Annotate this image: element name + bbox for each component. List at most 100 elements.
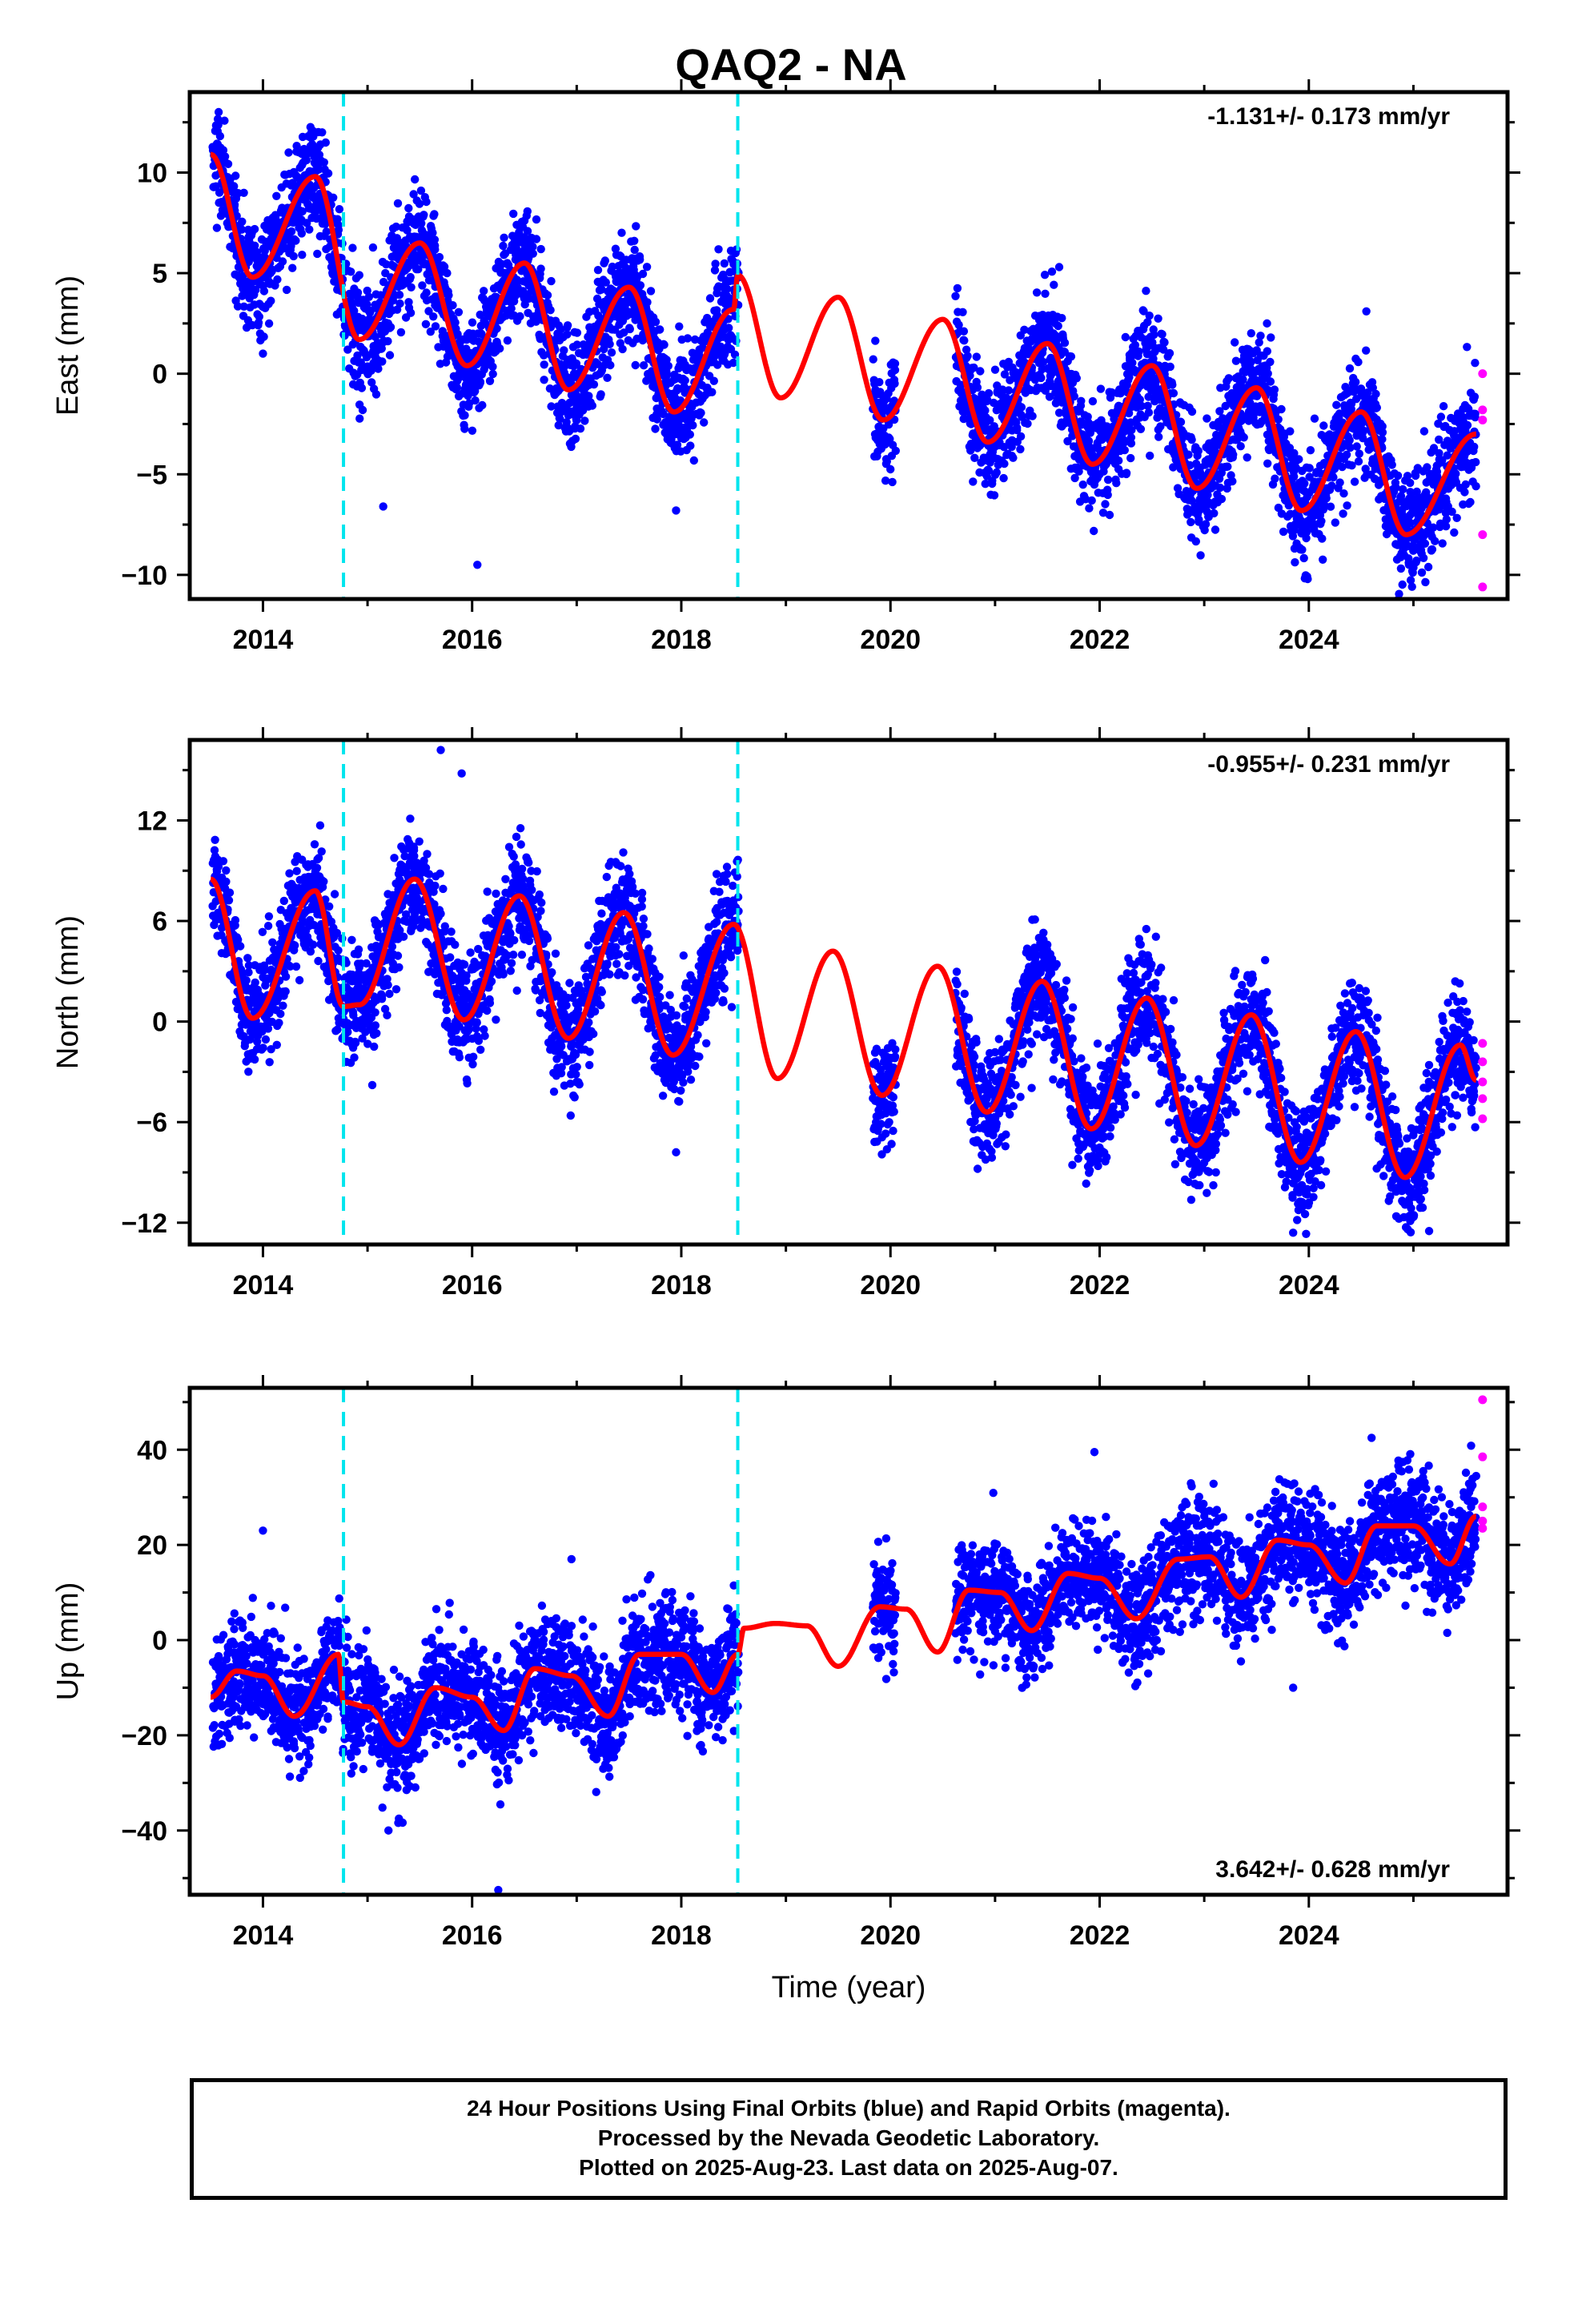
final-point (396, 299, 404, 308)
final-point (990, 365, 1000, 374)
final-point (478, 400, 487, 410)
final-point (492, 324, 501, 333)
final-point (681, 376, 689, 385)
final-point (646, 287, 656, 296)
final-point (297, 229, 306, 238)
final-point (371, 332, 379, 341)
final-point (313, 249, 322, 259)
final-point (503, 336, 512, 345)
final-point (292, 142, 301, 151)
final-point (1472, 482, 1480, 491)
final-point (1310, 414, 1319, 423)
final-point (385, 351, 395, 360)
final-point (231, 915, 240, 925)
final-point (988, 479, 997, 489)
final-point (1126, 453, 1135, 463)
final-point (499, 241, 508, 251)
final-point (722, 284, 732, 293)
final-point (1150, 330, 1158, 340)
final-point (674, 416, 684, 425)
final-point (285, 869, 294, 878)
final-point (1466, 497, 1475, 507)
final-point (1060, 338, 1070, 348)
final-point (267, 296, 275, 305)
final-point (625, 324, 634, 334)
final-point (317, 847, 326, 856)
final-point (607, 348, 616, 357)
final-point (686, 441, 695, 450)
final-point (1103, 475, 1113, 485)
final-point (395, 291, 404, 300)
final-point (1329, 472, 1338, 482)
final-point (364, 292, 374, 301)
final-point (1402, 606, 1410, 614)
final-point (507, 304, 516, 313)
final-point (1295, 455, 1303, 464)
final-point (225, 888, 235, 897)
final-point (315, 821, 325, 830)
final-point (663, 370, 672, 380)
final-point (355, 414, 364, 423)
final-point (556, 414, 564, 424)
final-point (705, 294, 715, 303)
y-tick-label: −5 (136, 460, 167, 490)
final-point (1126, 433, 1136, 442)
final-point (1070, 473, 1079, 483)
final-point (556, 325, 565, 334)
outlier-point (259, 349, 267, 358)
final-point (1352, 442, 1361, 451)
final-point (1420, 539, 1430, 548)
final-point (1342, 450, 1351, 459)
final-point (1355, 449, 1364, 458)
final-point (1339, 509, 1347, 518)
final-point (1247, 329, 1256, 338)
y-tick-label: 5 (152, 259, 167, 289)
final-point (1016, 432, 1026, 441)
final-point (310, 840, 319, 849)
outlier-point (1263, 319, 1271, 328)
final-point (278, 257, 287, 266)
final-point (651, 317, 661, 327)
final-point (643, 298, 652, 307)
final-point (998, 385, 1007, 394)
rapid-point (1478, 415, 1488, 424)
final-point (1471, 412, 1480, 422)
final-point (244, 1068, 253, 1076)
final-point (279, 896, 288, 906)
final-point (1391, 483, 1400, 492)
final-point (600, 256, 609, 265)
final-point (1066, 352, 1076, 361)
final-point (231, 171, 240, 180)
final-point (1317, 517, 1326, 525)
final-point (406, 308, 416, 317)
final-point (1306, 446, 1315, 455)
final-point (1196, 551, 1205, 560)
final-point (1393, 471, 1403, 480)
final-point (1419, 427, 1429, 436)
final-point (213, 115, 223, 123)
final-point (1231, 356, 1241, 365)
final-point (1471, 359, 1480, 368)
final-point (1406, 478, 1415, 488)
final-point (219, 146, 228, 155)
final-point (1187, 407, 1197, 416)
final-point (597, 285, 606, 294)
final-point (528, 242, 537, 251)
final-point (1186, 517, 1195, 527)
final-point (279, 1001, 287, 1011)
final-point (1112, 479, 1121, 488)
final-point (1354, 457, 1363, 466)
final-point (1054, 263, 1064, 271)
final-point (576, 424, 585, 433)
final-point (1054, 321, 1062, 331)
final-point (1122, 468, 1131, 477)
final-point (414, 265, 423, 274)
final-point (1460, 488, 1469, 497)
final-point (547, 276, 556, 286)
final-point (1032, 288, 1042, 297)
final-point (224, 896, 234, 905)
final-point (886, 464, 895, 474)
final-point (330, 890, 339, 899)
final-point (264, 912, 274, 921)
